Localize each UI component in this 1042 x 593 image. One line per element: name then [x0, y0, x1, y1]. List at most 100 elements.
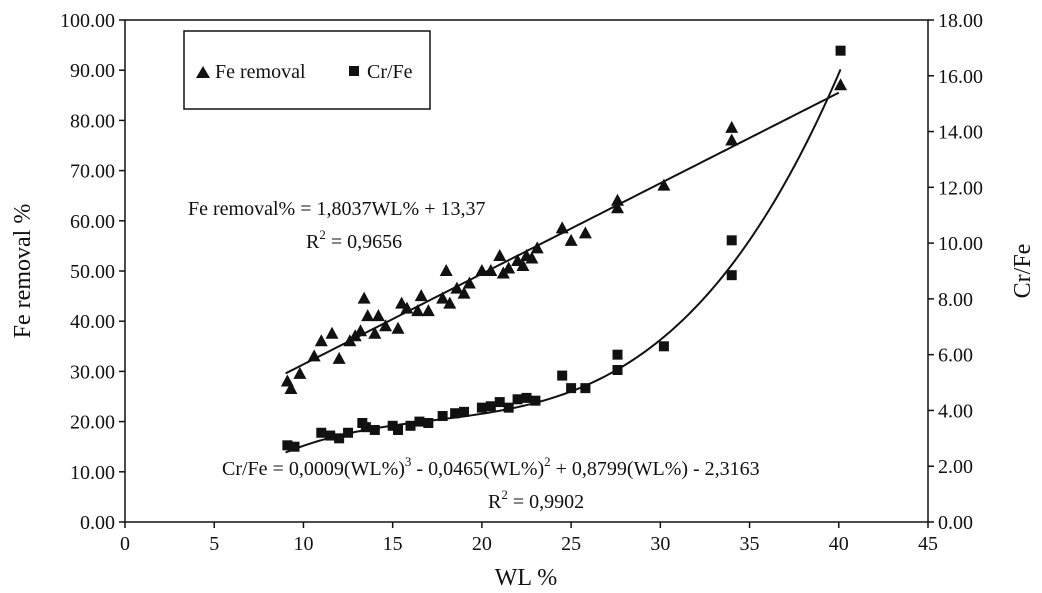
- x-tick-label: 30: [650, 533, 670, 555]
- y-left-tick-label: 0.00: [80, 512, 115, 534]
- y-right-tick-label: 10.00: [938, 233, 983, 255]
- fe-removal-point: [371, 309, 385, 322]
- fe-removal-point: [414, 289, 428, 302]
- cr-fe-point: [835, 45, 846, 56]
- x-tick-label: 5: [209, 533, 219, 555]
- cr-fe-point: [580, 383, 591, 394]
- left-axis-ticks: 0.00 10.00 20.00 30.00 40.00 50.00 60.00 70.00 8…: [60, 10, 125, 534]
- x-tick-label: 0: [120, 533, 130, 555]
- y-right-tick-label: 6.00: [938, 345, 973, 367]
- cr-fe-point: [393, 424, 404, 435]
- fe-removal-point: [457, 286, 471, 299]
- fe-removal-point: [436, 291, 450, 304]
- fe-removal-point: [516, 258, 530, 271]
- y-right-tick-label: 18.00: [938, 10, 983, 32]
- cr-fe-point: [325, 430, 336, 441]
- y-left-tick-label: 10.00: [70, 462, 115, 484]
- y-left-tick-label: 70.00: [70, 161, 115, 183]
- legend-box: [183, 30, 431, 110]
- cr-fe-point: [450, 408, 461, 419]
- legend-triangle-marker: [196, 66, 210, 78]
- fit-lines: [285, 69, 842, 454]
- fe-removal-point: [368, 326, 382, 339]
- legend-square-marker: [349, 66, 359, 76]
- x-tick-label: 10: [293, 533, 313, 555]
- fe-removal-point: [502, 261, 516, 274]
- cr-fe-point: [360, 422, 371, 433]
- y-right-tick-label: 8.00: [938, 289, 973, 311]
- cr-fe-point: [316, 427, 327, 438]
- fe-removal-point: [439, 264, 453, 276]
- cr-fe-point: [405, 420, 416, 431]
- fe-removal-point: [450, 281, 464, 294]
- fe-removal-point: [834, 78, 848, 91]
- fe-removal-point: [284, 381, 298, 394]
- cr-fe-point: [566, 383, 577, 394]
- cr-fe-point: [530, 395, 541, 406]
- fe-removal-point: [530, 241, 544, 254]
- fe-removal-point: [293, 366, 307, 379]
- fe-removal-point: [475, 264, 489, 276]
- cr-fe-point: [387, 420, 398, 431]
- fe-removal-point: [391, 321, 405, 334]
- fe-removal-point: [421, 304, 435, 317]
- legend-label-cr-fe: Cr/Fe: [367, 61, 413, 83]
- cr-fe-point: [414, 416, 425, 427]
- fe-removal-point: [484, 264, 498, 276]
- x-axis-title: WL %: [495, 565, 557, 591]
- x-tick-label: 35: [740, 533, 760, 555]
- fe-removal-point: [462, 276, 476, 289]
- x-tick-label: 45: [918, 533, 938, 555]
- data-points: [280, 45, 848, 452]
- fe-removal-point: [555, 221, 569, 234]
- cr-fe-trendline: [285, 69, 842, 454]
- fe-removal-point: [611, 193, 625, 206]
- cr-fe-equation: Cr/Fe = 0,0009(WL%)3 - 0,0465(WL%)2 + 0,…: [222, 454, 760, 480]
- fe-removal-point: [725, 133, 739, 146]
- fe-removal-point: [379, 319, 393, 332]
- y-axis-left-title: Fe removal %: [10, 204, 36, 339]
- plot-frame: [124, 19, 929, 523]
- fe-removal-r-squared: R2 = 0,9656: [306, 227, 402, 253]
- x-tick-label: 15: [383, 533, 403, 555]
- cr-fe-point: [557, 370, 568, 381]
- cr-fe-point: [612, 365, 623, 376]
- fe-removal-point: [657, 178, 671, 191]
- x-tick-label: 40: [829, 533, 849, 555]
- cr-fe-r-squared: R2 = 0,9902: [488, 487, 584, 513]
- cr-fe-point: [658, 341, 669, 352]
- y-left-tick-label: 60.00: [70, 211, 115, 233]
- y-right-tick-label: 12.00: [938, 177, 983, 199]
- fe-removal-point: [564, 233, 578, 246]
- fe-removal-point: [578, 226, 592, 239]
- cr-fe-point: [494, 397, 505, 408]
- legend: Fe removal Cr/Fe: [183, 30, 431, 110]
- x-axis-ticks: 0 5 10 15 20 25 30 35 40 45: [120, 522, 938, 555]
- y-left-tick-label: 90.00: [70, 60, 115, 82]
- x-tick-label: 25: [561, 533, 581, 555]
- fe-removal-point: [443, 296, 457, 309]
- cr-fe-point: [423, 417, 434, 428]
- fe-removal-point: [314, 334, 328, 347]
- cr-fe-point: [612, 349, 623, 360]
- y-left-tick-label: 100.00: [60, 10, 115, 32]
- cr-fe-point: [289, 441, 300, 452]
- cr-fe-point: [369, 424, 380, 435]
- fe-removal-point: [725, 120, 739, 133]
- fe-removal-point: [361, 309, 375, 322]
- fe-removal-point: [611, 201, 625, 214]
- cr-fe-point: [503, 402, 514, 413]
- fe-removal-point: [357, 291, 371, 304]
- fe-removal-point: [354, 324, 368, 337]
- y-left-tick-label: 40.00: [70, 311, 115, 333]
- fe-removal-point: [307, 349, 321, 362]
- cr-fe-point: [282, 440, 293, 451]
- y-axis-right-title: Cr/Fe: [1010, 244, 1036, 299]
- cr-fe-point: [512, 394, 523, 405]
- cr-fe-point: [437, 411, 448, 422]
- y-right-tick-label: 0.00: [938, 512, 973, 534]
- y-left-tick-label: 50.00: [70, 261, 115, 283]
- cr-fe-point: [726, 270, 737, 281]
- fe-removal-point: [411, 304, 425, 317]
